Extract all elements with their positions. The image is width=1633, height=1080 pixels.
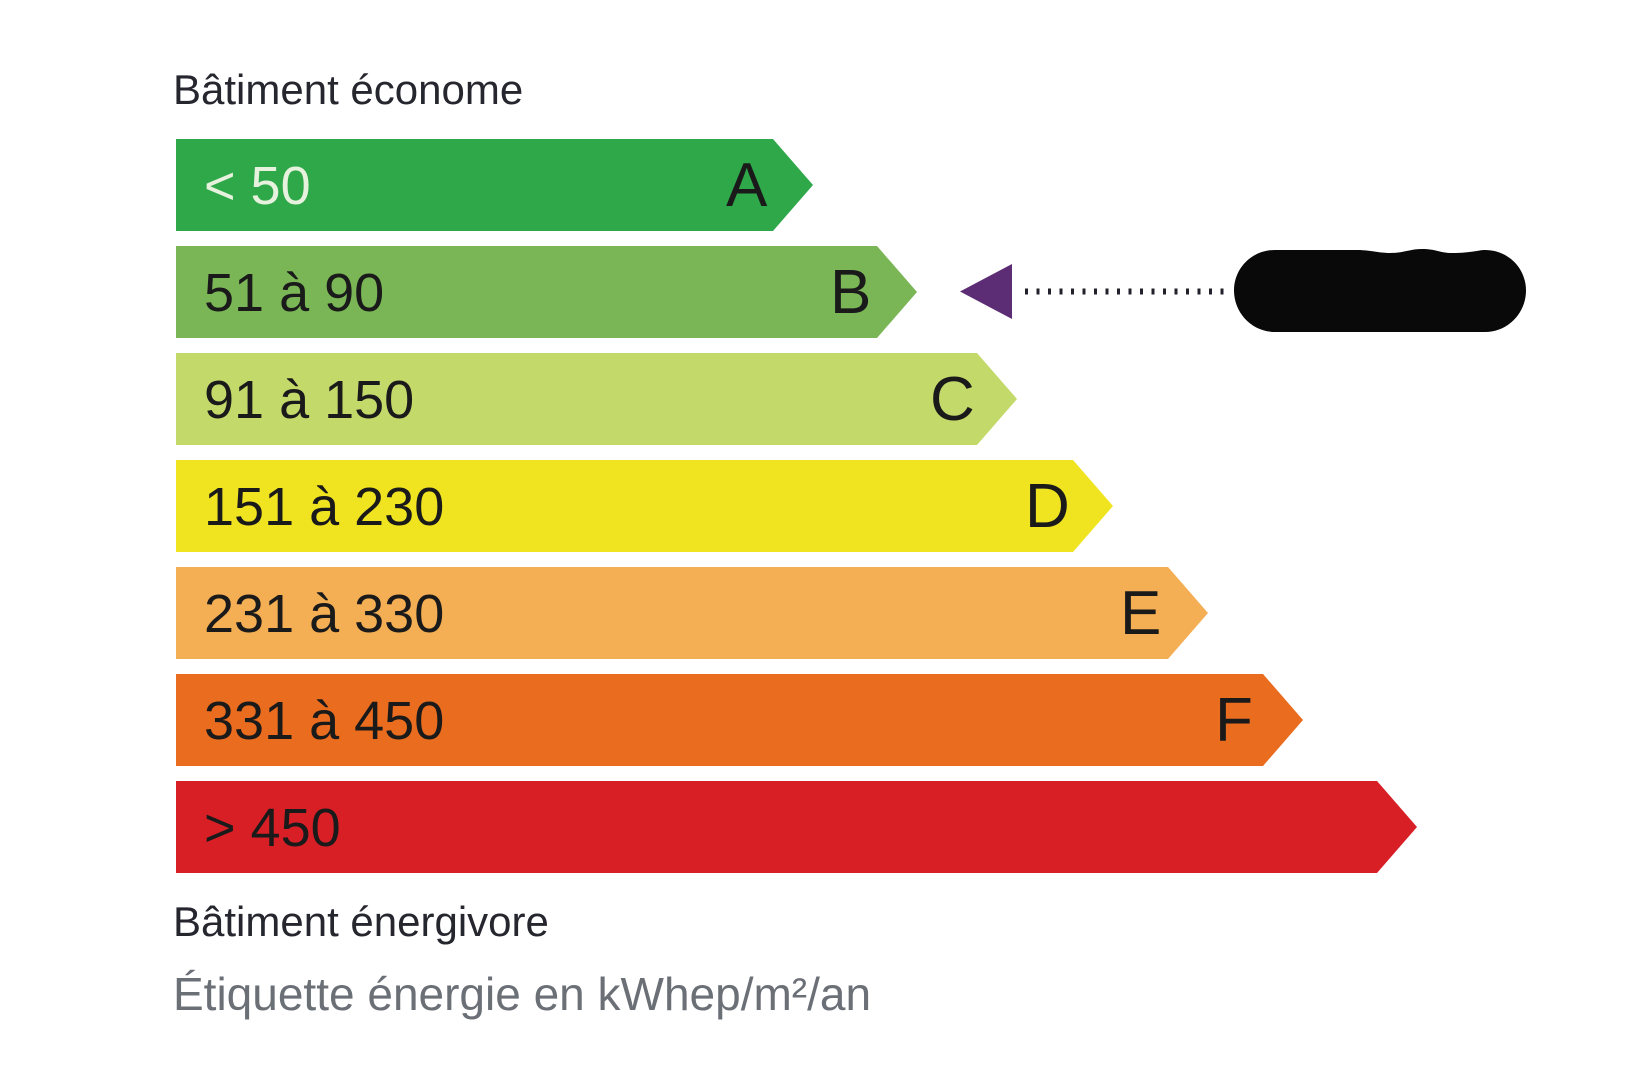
svg-text:> 450: > 450: [204, 798, 341, 858]
svg-text:D: D: [1025, 472, 1070, 541]
svg-text:151 à 230: 151 à 230: [204, 477, 444, 537]
svg-text:91 à 150: 91 à 150: [204, 370, 414, 430]
svg-text:51 à 90: 51 à 90: [204, 263, 384, 323]
svg-text:C: C: [930, 365, 975, 434]
svg-text:331 à 450: 331 à 450: [204, 691, 444, 751]
svg-text:E: E: [1120, 579, 1161, 648]
svg-text:231 à 330: 231 à 330: [204, 584, 444, 644]
svg-text:B: B: [830, 258, 871, 327]
svg-text:< 50: < 50: [204, 156, 311, 216]
svg-text:F: F: [1215, 686, 1253, 755]
svg-text:A: A: [726, 151, 768, 220]
